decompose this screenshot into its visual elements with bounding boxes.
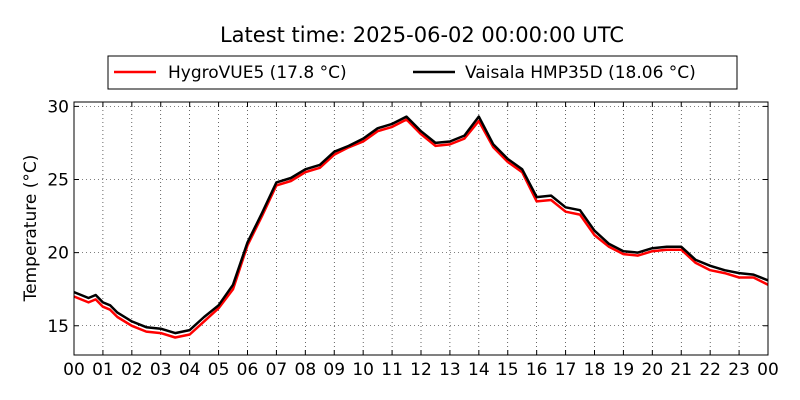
- legend-label-vaisala: Vaisala HMP35D (18.06 °C): [465, 63, 696, 83]
- series-layer: [73, 115, 769, 339]
- x-tick-label: 15: [497, 360, 519, 380]
- x-tick-label: 22: [699, 360, 721, 380]
- x-tick-label: 21: [670, 360, 692, 380]
- x-tick-label: 19: [613, 360, 635, 380]
- x-tick-label: 20: [642, 360, 664, 380]
- x-tick-label: 00: [757, 360, 779, 380]
- series-line-1: [73, 115, 769, 335]
- axis-ticks: 00 01 02 03 04 05 06 07 08 09 10 11 12 13 14 15 16 17 18 19…: [47, 97, 778, 380]
- x-tick-label: 07: [266, 360, 288, 380]
- x-tick-label: 09: [323, 360, 345, 380]
- x-tick-label: 03: [150, 360, 172, 380]
- x-tick-label: 11: [381, 360, 403, 380]
- x-tick-label: 01: [92, 360, 114, 380]
- x-tick-label: 13: [439, 360, 461, 380]
- x-tick-label: 16: [526, 360, 548, 380]
- plot-frame: [73, 101, 769, 356]
- x-tick-label: 08: [295, 360, 317, 380]
- x-tick-label: 05: [208, 360, 230, 380]
- series-line-0: [73, 118, 769, 339]
- x-tick-label: 18: [584, 360, 606, 380]
- y-tick-label: 25: [47, 171, 69, 191]
- x-tick-label: 00: [63, 360, 85, 380]
- x-tick-label: 12: [410, 360, 432, 380]
- legend-label-hygrovue5: HygroVUE5 (17.8 °C): [168, 63, 347, 83]
- y-tick-label: 30: [47, 97, 69, 117]
- chart-title: Latest time: 2025-06-02 00:00:00 UTC: [220, 23, 624, 47]
- x-tick-label: 23: [728, 360, 750, 380]
- x-tick-label: 06: [237, 360, 259, 380]
- x-tick-label: 14: [468, 360, 490, 380]
- x-tick-label: 02: [121, 360, 143, 380]
- x-tick-label: 10: [352, 360, 374, 380]
- x-tick-label: 04: [179, 360, 201, 380]
- grid: [74, 102, 768, 355]
- y-tick-label: 15: [47, 317, 69, 337]
- y-tick-label: 20: [47, 244, 69, 264]
- y-axis-label: Temperature (°C): [21, 155, 41, 303]
- x-tick-label: 17: [555, 360, 577, 380]
- legend: HygroVUE5 (17.8 °C) Vaisala HMP35D (18.0…: [107, 55, 738, 90]
